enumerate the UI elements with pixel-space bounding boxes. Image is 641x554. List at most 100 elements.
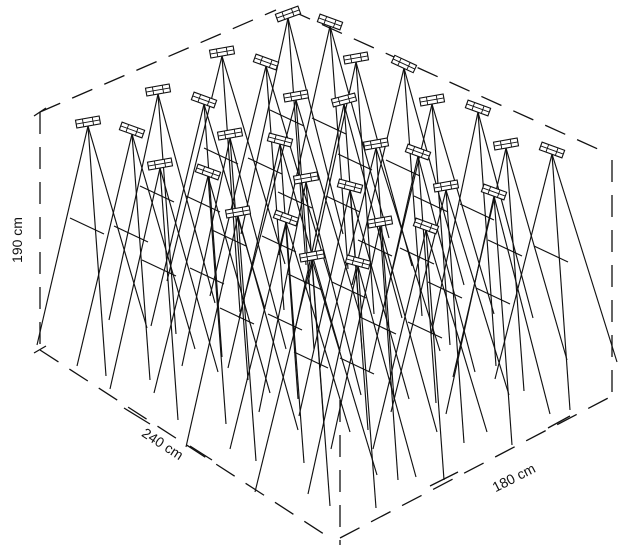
tripod-leg (157, 93, 216, 304)
tripod-leg (403, 67, 423, 317)
tripod-leg (87, 125, 107, 377)
tripod-leg (372, 229, 427, 450)
box-top-left-edge (39, 9, 277, 113)
stand-cap (412, 217, 440, 235)
tripod-leg (131, 133, 151, 381)
stand-cap (418, 93, 446, 107)
stand-cap (432, 179, 460, 193)
tripod-leg (150, 103, 205, 327)
tripod-stand (254, 249, 378, 507)
tripod-leg (445, 195, 495, 415)
tripod-brace (487, 239, 523, 257)
stand-cap (330, 92, 358, 108)
tripod-leg (330, 225, 381, 450)
tripod-leg (36, 125, 89, 346)
tripod-brace (311, 117, 347, 135)
tripod-leg (425, 229, 488, 433)
tripod-leg (493, 195, 513, 446)
stand-cap (292, 171, 320, 185)
tripod-leg (494, 153, 553, 380)
tripod-leg (237, 215, 299, 431)
tripod-leg (227, 143, 281, 369)
tripod-leg (76, 133, 133, 367)
tripod-brace (331, 281, 367, 299)
stand-cap (298, 249, 326, 263)
tripod-leg (185, 215, 239, 448)
tripod-stand (377, 93, 495, 346)
stand-cap (146, 157, 174, 171)
stand-cap (208, 45, 236, 59)
tripod-stand (36, 115, 148, 377)
tripod-leg (307, 265, 359, 495)
stand-cap (362, 137, 390, 151)
stand-cap (464, 99, 492, 117)
tripod-brace (287, 273, 323, 291)
tripod-leg (355, 61, 375, 315)
tripod-stand (494, 141, 618, 411)
tripod-brace (339, 357, 375, 375)
tripod-brace (261, 235, 297, 253)
tripod-leg (349, 189, 369, 431)
tripod-leg (87, 125, 148, 329)
tripod-stand (372, 217, 488, 481)
depth-dimension-line-2 (547, 415, 571, 429)
tripod-leg (229, 137, 287, 350)
tripod-leg (159, 167, 179, 421)
tripod-brace (185, 195, 221, 213)
bounding-box (39, 9, 613, 545)
tripod-stand (452, 137, 568, 392)
tripod-leg (431, 103, 451, 346)
stand-cap (492, 137, 520, 151)
tripod-leg (159, 167, 219, 373)
tripod-leg (109, 167, 161, 390)
tripod-brace (247, 157, 283, 175)
tripod-leg (157, 93, 177, 335)
box-top-right-edge (289, 9, 601, 151)
stand-cap (404, 143, 432, 161)
tripod-leg (493, 195, 551, 415)
tripod-leg (368, 155, 419, 373)
stand-cap (74, 115, 102, 129)
tripod-stand (445, 183, 551, 446)
length-dimension-line-2 (189, 445, 213, 461)
tripod-leg (329, 25, 390, 239)
stand-cap (336, 178, 364, 194)
tripod-leg (445, 189, 465, 444)
tripod-leg (279, 143, 341, 352)
stand-cap (194, 163, 222, 181)
tripod-leg (403, 67, 465, 286)
stand-cap (390, 54, 418, 74)
tripod-stand (185, 205, 299, 462)
tripod-stand (240, 5, 344, 266)
tripod-leg (305, 181, 362, 396)
tripod-leg (254, 259, 313, 493)
tripod-brace (69, 217, 105, 235)
tripod-brace (141, 259, 177, 277)
tripod-stand (108, 83, 216, 335)
length-dimension-label: 240 cm (139, 425, 186, 463)
tripod-leg (265, 65, 285, 311)
tripod-stand (368, 143, 476, 404)
tripod-leg (349, 189, 410, 400)
stand-cap (252, 53, 280, 71)
box-bottom-right-edge (339, 395, 613, 539)
tripod-leg (229, 221, 287, 450)
tripod-leg (311, 259, 331, 507)
tripod-leg (425, 229, 445, 481)
tripod-leg (207, 175, 227, 425)
tripod-brace (113, 225, 149, 243)
tripod-leg (108, 93, 159, 321)
tripod-stand (227, 132, 341, 400)
tripod-leg (379, 225, 399, 481)
stand-cap (282, 89, 310, 103)
tripod-leg (285, 221, 305, 464)
tripod-leg (209, 65, 267, 297)
tripod-stand (229, 209, 351, 464)
tripod-leg (551, 153, 618, 363)
tripod-brace (293, 351, 329, 369)
tripod-leg (505, 147, 525, 392)
tripod-leg (181, 137, 231, 367)
stand-cap (118, 121, 146, 139)
tripod-leg (477, 111, 497, 367)
